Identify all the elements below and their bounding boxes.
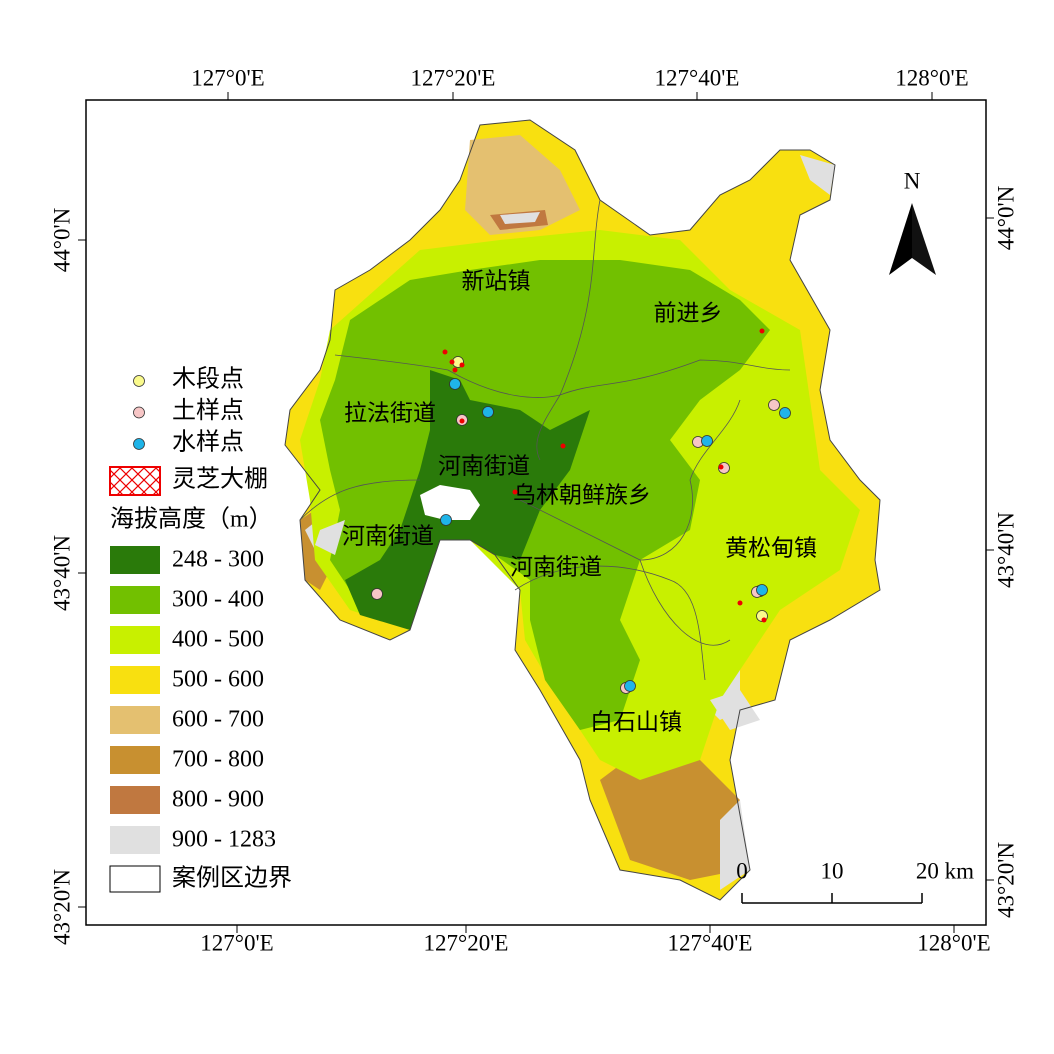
- greenhouse: [512, 489, 518, 495]
- greenhouse: [449, 359, 455, 365]
- greenhouse: [718, 464, 724, 470]
- scale-label: 20 km: [916, 858, 974, 883]
- place-label: 河南街道: [510, 554, 602, 579]
- bottom-tick-label: 127°20'E: [424, 930, 509, 955]
- top-tick-label: 127°40'E: [655, 65, 740, 90]
- left-tick-label: 43°20'N: [49, 869, 74, 945]
- sample-point: [756, 584, 768, 596]
- legend-symbol: [133, 438, 145, 450]
- map-frame: [85, 99, 987, 926]
- sample-point: [624, 680, 636, 692]
- sample-point: [768, 399, 780, 411]
- elevation-zone: [465, 135, 580, 235]
- bottom-tick-label: 127°0'E: [200, 930, 273, 955]
- elevation-zone: [800, 155, 835, 195]
- legend-swatch: [110, 666, 160, 694]
- scale-label: 10: [821, 858, 844, 883]
- elevation-zone: [600, 750, 740, 880]
- sample-point: [449, 378, 461, 390]
- legend-symbol: [133, 375, 145, 387]
- place-label: 前进乡: [654, 300, 723, 325]
- place-label: 乌林朝鲜族乡: [513, 482, 651, 507]
- legend-label: 木段点: [172, 366, 244, 393]
- sample-point: [371, 588, 383, 600]
- place-label: 河南街道: [438, 453, 530, 478]
- graticule-labels: 127°0'E 127°20'E 127°40'E 128°0'E 127°0'E 127…: [49, 65, 1018, 955]
- place-label: 黄松甸镇: [725, 535, 817, 560]
- bottom-tick-label: 127°40'E: [668, 930, 753, 955]
- legend-swatch: [109, 865, 161, 893]
- sample-point: [440, 514, 452, 526]
- place-label: 河南街道: [342, 523, 434, 548]
- top-tick-label: 128°0'E: [895, 65, 968, 90]
- legend-label: 500 - 600: [172, 667, 264, 693]
- legend-swatch: [110, 626, 160, 654]
- study-area-boundary: [284, 119, 881, 901]
- elevation-zone: [500, 212, 540, 224]
- sample-points: [371, 328, 791, 694]
- legend-swatch: [110, 826, 160, 854]
- legend-label: 248 - 300: [172, 547, 264, 573]
- elevation-zone: [720, 800, 750, 890]
- legend-label: 800 - 900: [172, 787, 264, 813]
- north-label: N: [904, 168, 921, 193]
- right-tick-label: 43°20'N: [993, 842, 1018, 918]
- scale-bar: 0 10 20 km: [736, 858, 974, 904]
- greenhouse: [560, 443, 566, 449]
- left-tick-label: 43°40'N: [49, 535, 74, 611]
- right-tick-label: 44°0'N: [993, 185, 1018, 250]
- legend-symbol: [109, 466, 161, 496]
- bottom-tick-label: 128°0'E: [917, 930, 990, 955]
- top-tick-label: 127°20'E: [411, 65, 496, 90]
- right-tick-label: 43°40'N: [993, 512, 1018, 588]
- place-label: 拉法街道: [344, 400, 436, 425]
- sample-point: [779, 407, 791, 419]
- greenhouse: [459, 362, 465, 368]
- sample-point: [482, 406, 494, 418]
- legend-swatch: [110, 786, 160, 814]
- left-tick-label: 44°0'N: [49, 207, 74, 272]
- legend-title: 海拔高度（m）: [110, 506, 273, 533]
- legend-label: 600 - 700: [172, 707, 264, 733]
- legend-label: 土样点: [172, 397, 244, 424]
- greenhouse: [759, 328, 765, 334]
- legend-swatch: [110, 546, 160, 574]
- place-label: 白石山镇: [590, 709, 682, 734]
- greenhouse: [459, 418, 465, 424]
- legend-swatch: [110, 586, 160, 614]
- sample-point: [701, 435, 713, 447]
- legend-symbol: [133, 406, 145, 419]
- town-boundaries: [299, 199, 791, 681]
- legend-label: 案例区边界: [172, 865, 292, 892]
- greenhouse: [761, 617, 767, 623]
- lake: [420, 485, 480, 520]
- terrain: [284, 119, 881, 901]
- legend-label: 700 - 800: [172, 747, 264, 773]
- legend-label: 400 - 500: [172, 627, 264, 653]
- legend-label: 灵芝大棚: [172, 466, 268, 493]
- greenhouse: [452, 367, 458, 373]
- elevation-zone: [710, 690, 760, 730]
- elevation-zone: [315, 520, 345, 555]
- top-tick-label: 127°0'E: [191, 65, 264, 90]
- place-label: 新站镇: [462, 268, 531, 293]
- scale-label: 0: [736, 858, 748, 883]
- north-arrow: N: [889, 168, 936, 275]
- legend-label: 300 - 400: [172, 587, 264, 613]
- legend-label: 900 - 1283: [172, 827, 276, 853]
- legend-label: 水样点: [172, 429, 244, 456]
- legend-swatch: [110, 746, 160, 774]
- greenhouse: [737, 600, 743, 606]
- greenhouse: [442, 349, 448, 355]
- legend-swatch: [110, 706, 160, 734]
